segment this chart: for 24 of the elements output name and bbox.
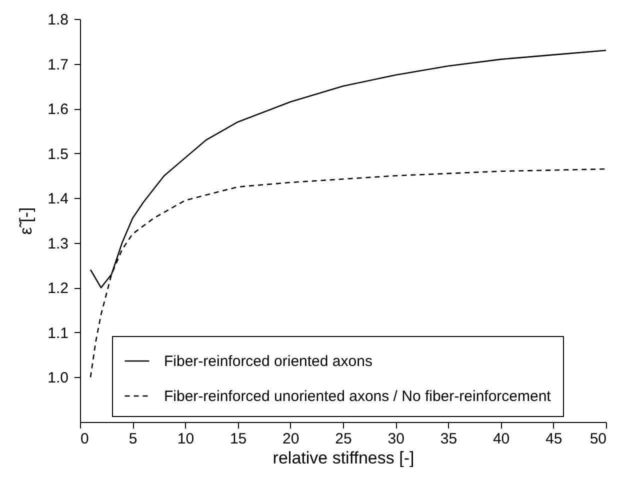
y-axis-title: ε̃ [-] — [16, 207, 36, 235]
x-axis-title: relative stiffness [-] — [272, 448, 414, 468]
x-tick-label: 25 — [335, 430, 352, 448]
y-tick-label: 1.1 — [48, 324, 68, 342]
x-tick-label: 45 — [546, 430, 562, 448]
y-tick-label: 1.7 — [48, 56, 68, 74]
y-tick-label: 1.8 — [48, 12, 68, 28]
x-tick-label: 35 — [440, 430, 458, 448]
x-tick-label: 0 — [80, 430, 89, 448]
y-tick-label: 1.6 — [48, 101, 68, 118]
x-tick-label: 40 — [492, 430, 510, 448]
y-tick-label: 1.2 — [48, 280, 68, 298]
legend-label: Fiber-reinforced oriented axons — [164, 353, 372, 370]
x-tick-label: 15 — [230, 430, 247, 448]
y-tick-label: 1.5 — [48, 146, 68, 163]
y-tick-label: 1.3 — [48, 235, 68, 252]
x-tick-label: 50 — [590, 430, 606, 448]
x-tick-label: 5 — [128, 430, 138, 448]
y-tick-label: 1.4 — [48, 190, 68, 208]
x-tick-label: 20 — [282, 430, 300, 448]
x-tick-label: 10 — [177, 430, 194, 448]
legend-label: Fiber-reinforced unoriented axons / No fiber-reinforcement — [164, 388, 552, 405]
x-tick-label: 30 — [388, 430, 404, 448]
y-tick-label: 1.0 — [48, 370, 68, 387]
